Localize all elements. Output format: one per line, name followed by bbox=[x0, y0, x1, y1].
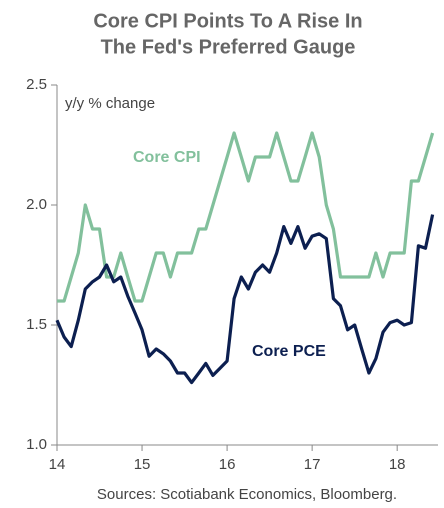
y-tick-label: 1.5 bbox=[26, 316, 47, 333]
x-tick-label: 18 bbox=[389, 456, 406, 473]
series-label: Core CPI bbox=[133, 149, 201, 166]
series-line bbox=[55, 214, 435, 385]
series-line bbox=[57, 131, 435, 303]
x-tick-label: 16 bbox=[219, 456, 236, 473]
x-tick-label: 15 bbox=[134, 456, 151, 473]
y-tick-label: 2.0 bbox=[26, 196, 47, 213]
x-tick-label: 17 bbox=[304, 456, 321, 473]
chart-title: The Fed's Preferred Gauge bbox=[101, 36, 356, 58]
x-tick-label: 14 bbox=[49, 456, 66, 473]
source: Sources: Scotiabank Economics, Bloomberg… bbox=[97, 486, 397, 503]
y-axis-label: y/y % change bbox=[65, 95, 155, 112]
chart-title: Core CPI Points To A Rise In bbox=[93, 10, 362, 32]
series-label: Core PCE bbox=[252, 343, 326, 360]
y-tick-label: 1.0 bbox=[26, 436, 47, 453]
y-tick-label: 2.5 bbox=[26, 76, 47, 93]
